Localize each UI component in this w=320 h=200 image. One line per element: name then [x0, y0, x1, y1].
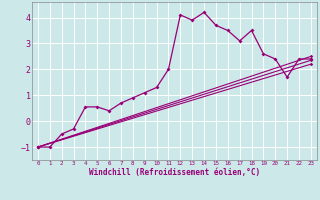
X-axis label: Windchill (Refroidissement éolien,°C): Windchill (Refroidissement éolien,°C) [89, 168, 260, 177]
